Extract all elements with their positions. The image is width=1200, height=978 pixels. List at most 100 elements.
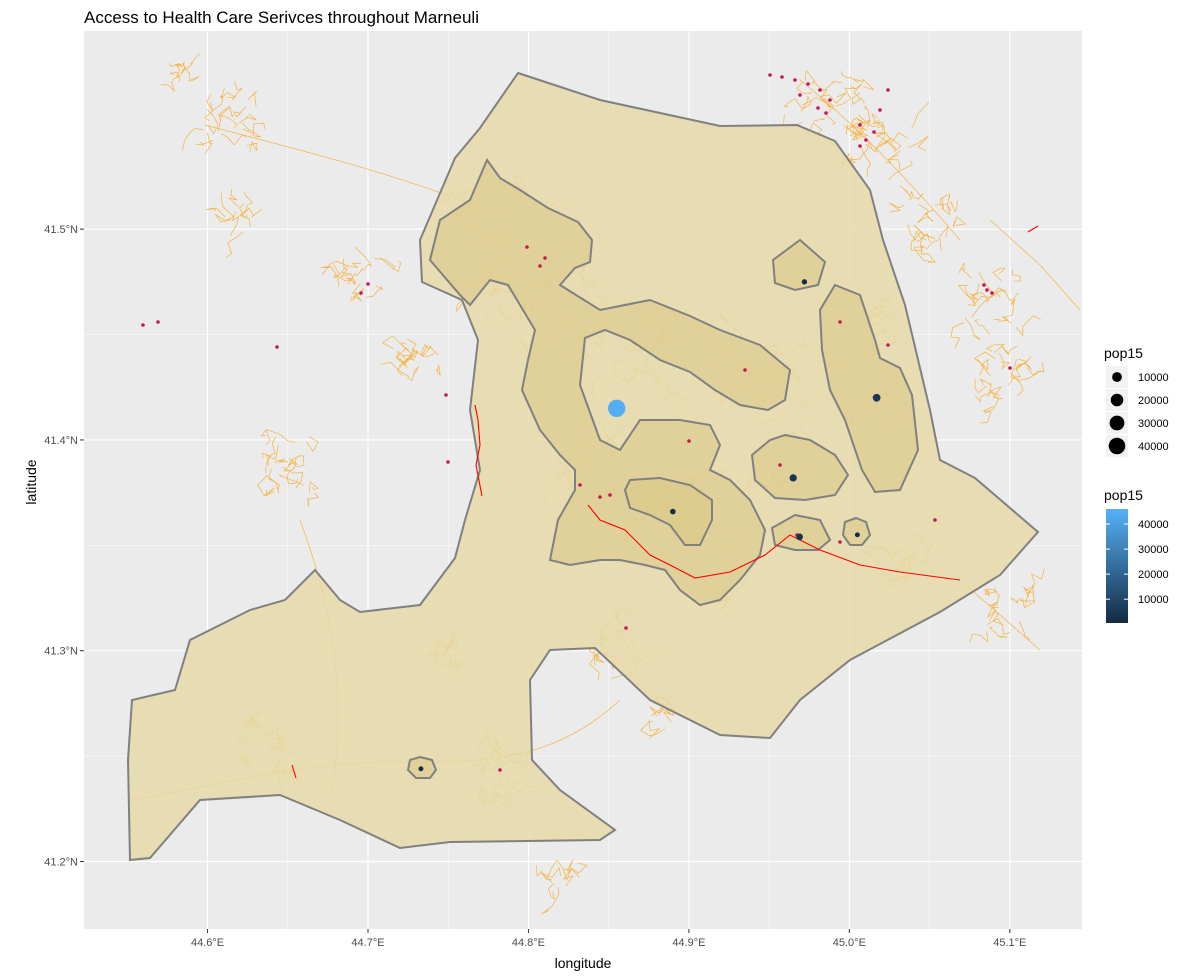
road-segment [859,105,871,126]
settlement-point [872,393,881,402]
road-segment [969,631,989,643]
road-segment [934,193,950,206]
road-segment [1008,375,1024,397]
color-legend: pop15 40000 30000 20000 10000 [1104,487,1169,623]
x-tick-label: 44.6°E [191,937,224,949]
road-segment [221,106,234,118]
road-segment [406,366,419,382]
road-segment [339,258,351,278]
road-segment [593,651,605,666]
road-segment [958,262,972,279]
facility-point [858,123,862,127]
road-segment [998,353,1011,370]
road-segment [1002,299,1015,324]
road-segment [341,272,356,286]
size-legend-dot [1108,437,1126,455]
facility-point [985,288,989,292]
road-segment [421,344,435,357]
road-segment [913,246,934,263]
road-segment [540,866,562,883]
road-segment [820,92,846,104]
settlement-point [418,766,424,772]
facility-point [818,88,822,92]
size-legend-label: 30000 [1138,418,1169,430]
facility-point [624,626,628,630]
facility-point [838,540,842,544]
facility-point [780,75,784,79]
road-segment [1026,361,1045,376]
road-segment [939,226,949,251]
road-segment [1019,621,1031,641]
color-legend-title: pop15 [1104,487,1143,503]
x-tick-label: 44.7°E [351,937,384,949]
road-segment [184,53,200,71]
facility-point [156,320,160,324]
facility-point [838,320,842,324]
size-legend-label: 20000 [1138,395,1169,407]
road-segment [913,224,936,239]
x-tick-label: 44.9°E [672,937,705,949]
road-segment [812,81,842,92]
road-segment [1010,597,1022,603]
road-segment [910,234,924,252]
road-segment [1010,359,1019,379]
facility-point [366,282,370,286]
road-segment [1012,269,1021,282]
road-segment [380,361,410,378]
road-segment [291,455,305,468]
road-segment [860,146,871,177]
rail-segment [587,504,961,581]
facility-point [359,291,363,295]
road-segment [231,81,243,101]
settlement-point [796,533,803,541]
road-segment [989,287,1006,299]
road-segment [242,122,261,138]
road-segment [835,87,856,107]
road-segment [957,285,976,305]
road-segment [986,588,1001,597]
road-segment [188,72,200,82]
road-segment [260,429,271,445]
x-axis-ticks: 44.6°E 44.7°E 44.8°E 44.9°E 45.0°E 45.1°E [191,929,1026,949]
road-segment [640,721,666,736]
road-segment [984,389,1000,414]
road-segment [263,487,275,497]
road-segment [985,344,1006,353]
road-segment [220,88,237,99]
road-segment [648,720,661,740]
road-segment [919,239,939,249]
road-segment [172,66,186,81]
road-segment [851,125,864,141]
x-axis-title: longitude [555,955,612,971]
road-segment [1010,292,1019,306]
road-segment [973,351,996,376]
service-area-inner [771,238,827,292]
colorbar-label: 30000 [1138,544,1169,556]
rail-segment [291,764,297,779]
rail-segment [474,404,483,497]
road-segment [950,200,958,213]
road-segment [160,80,176,92]
y-tick-label: 41.4°N [44,435,78,447]
service-area-inner [818,283,920,494]
road-segment [305,436,319,452]
road-segment [1015,315,1041,337]
facility-point [858,144,862,148]
service-area-inner [841,516,872,546]
settlement-point [670,508,676,515]
road-segment [917,209,934,224]
facility-point [793,78,797,82]
road-segment [783,97,812,110]
road-segment [535,865,552,880]
facility-point [1008,366,1012,370]
road-segment [1015,359,1028,378]
road-segment [546,859,567,879]
road-segment [366,285,384,298]
road-segment [282,467,304,489]
road-segment [852,78,875,91]
road-segment [879,140,896,150]
y-axis-title: latitude [23,459,39,504]
road-segment [214,214,232,223]
road-segment [354,246,373,271]
